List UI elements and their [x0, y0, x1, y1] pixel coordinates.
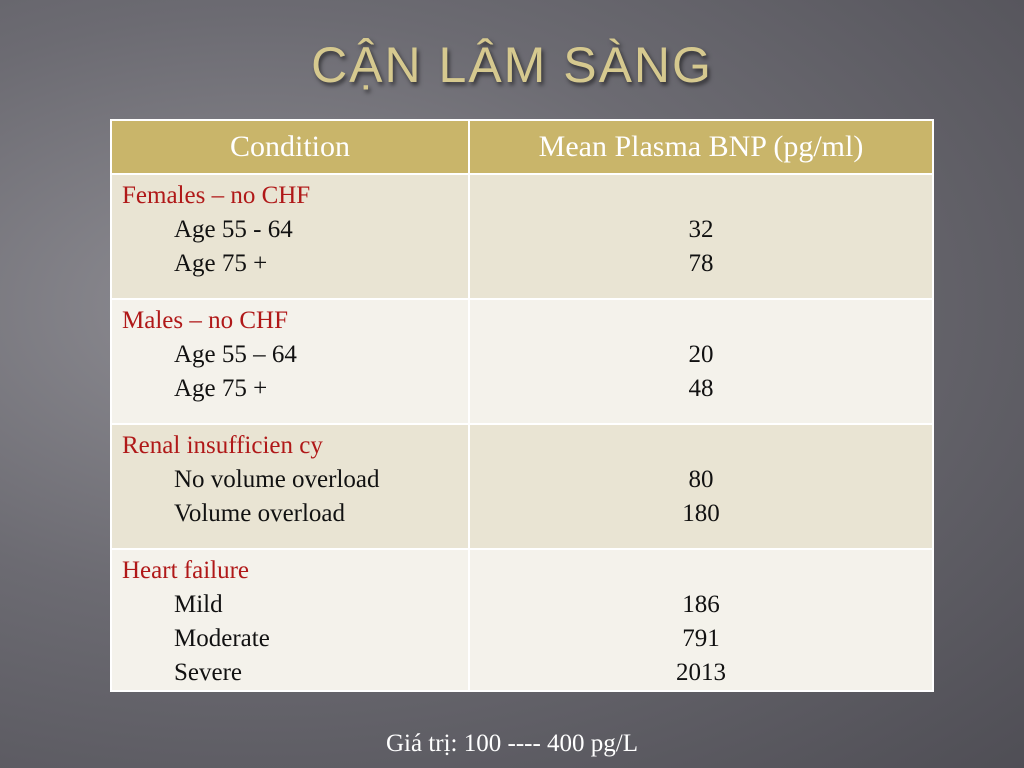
group-label: Heart failure — [122, 557, 250, 584]
value-cell: 80 180 — [468, 423, 934, 550]
value-cell: 32 78 — [468, 173, 934, 300]
table-row: Renal insufficien cy No volume overload … — [110, 423, 934, 550]
sub-label: Age 55 – 64 — [174, 341, 297, 368]
bnp-value: 20 — [688, 341, 714, 368]
header-condition: Condition — [110, 119, 470, 175]
bnp-table: Condition Mean Plasma BNP (pg/ml) Female… — [110, 119, 934, 692]
sub-label: Moderate — [174, 625, 270, 652]
condition-cell: Males – no CHF Age 55 – 64 Age 75 + — [110, 298, 470, 425]
value-cell: 20 48 — [468, 298, 934, 425]
group-label: Males – no CHF — [122, 307, 288, 334]
sub-label: Volume overload — [174, 500, 346, 527]
bnp-value: 186 — [682, 591, 720, 618]
condition-cell: Heart failure Mild Moderate Severe — [110, 548, 470, 692]
sub-label: No volume overload — [174, 466, 380, 493]
condition-cell: Renal insufficien cy No volume overload … — [110, 423, 470, 550]
table-row: Heart failure Mild Moderate Severe 186 7… — [110, 548, 934, 692]
bnp-value: 180 — [682, 500, 720, 527]
table-row: Males – no CHF Age 55 – 64 Age 75 + 20 4… — [110, 298, 934, 425]
group-label: Females – no CHF — [122, 182, 311, 209]
sub-label: Mild — [174, 591, 223, 618]
bnp-value: 78 — [688, 250, 714, 277]
bnp-value: 2013 — [676, 659, 726, 686]
slide-title: CẬN LÂM SÀNG — [311, 37, 713, 93]
bnp-value: 48 — [688, 375, 714, 402]
reference-range-note: Giá trị: 100 ---- 400 pg/L — [385, 730, 639, 757]
header-mean-bnp: Mean Plasma BNP (pg/ml) — [468, 119, 934, 175]
sub-label: Severe — [174, 659, 243, 686]
sub-label: Age 75 + — [174, 250, 268, 277]
sub-label: Age 75 + — [174, 375, 268, 402]
bnp-value: 791 — [682, 625, 720, 652]
sub-label: Age 55 - 64 — [174, 216, 293, 243]
bnp-value: 32 — [688, 216, 714, 243]
value-cell: 186 791 2013 — [468, 548, 934, 692]
table-header-row: Condition Mean Plasma BNP (pg/ml) — [110, 119, 934, 175]
group-label: Renal insufficien cy — [122, 432, 323, 459]
table-row: Females – no CHF Age 55 - 64 Age 75 + 32… — [110, 173, 934, 300]
bnp-value: 80 — [688, 466, 714, 493]
condition-cell: Females – no CHF Age 55 - 64 Age 75 + — [110, 173, 470, 300]
